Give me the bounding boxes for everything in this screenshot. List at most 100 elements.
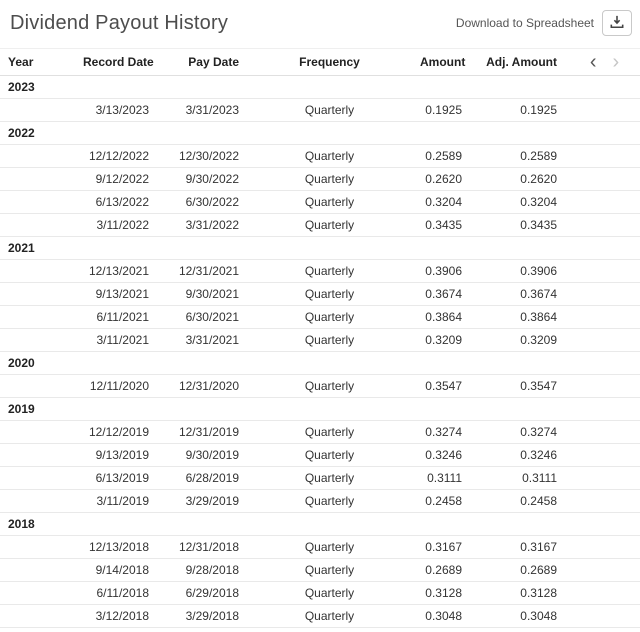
- frequency-cell: Quarterly: [247, 374, 412, 398]
- record-date-cell: 6/11/2021: [75, 305, 157, 329]
- pay-date-cell: 6/30/2021: [157, 305, 247, 329]
- year-label: 2019: [0, 397, 640, 421]
- year-spacer-cell: [0, 466, 75, 490]
- pay-date-cell: 12/30/2022: [157, 144, 247, 168]
- adj-amount-cell: 0.2620: [470, 167, 565, 191]
- column-header-record-date: Record Date: [75, 48, 157, 76]
- frequency-cell: Quarterly: [247, 144, 412, 168]
- download-tray-icon: [610, 15, 624, 32]
- table-row: 3/11/2022 3/31/2022 Quarterly 0.3435 0.3435: [0, 213, 640, 237]
- adj-amount-cell: 0.3274: [470, 420, 565, 444]
- pager-spacer-cell: [565, 535, 640, 559]
- adj-amount-cell: 0.1925: [470, 98, 565, 122]
- table-row: 3/13/2023 3/31/2023 Quarterly 0.1925 0.1925: [0, 98, 640, 122]
- frequency-cell: Quarterly: [247, 466, 412, 490]
- year-group-row: 2022: [0, 121, 640, 145]
- table-row: 6/11/2021 6/30/2021 Quarterly 0.3864 0.3864: [0, 305, 640, 329]
- adj-amount-cell: 0.3048: [470, 604, 565, 628]
- frequency-cell: Quarterly: [247, 420, 412, 444]
- record-date-cell: 6/13/2022: [75, 190, 157, 214]
- pager-spacer-cell: [565, 604, 640, 628]
- frequency-cell: Quarterly: [247, 581, 412, 605]
- amount-cell: 0.2589: [412, 144, 470, 168]
- table-header-row: Year Record Date Pay Date Frequency Amou…: [0, 48, 640, 76]
- year-spacer-cell: [0, 535, 75, 559]
- pay-date-cell: 12/31/2020: [157, 374, 247, 398]
- frequency-cell: Quarterly: [247, 443, 412, 467]
- pay-date-cell: 9/28/2018: [157, 558, 247, 582]
- download-control: Download to Spreadsheet: [456, 10, 632, 36]
- year-spacer-cell: [0, 558, 75, 582]
- pay-date-cell: 12/31/2018: [157, 535, 247, 559]
- adj-amount-cell: 0.3906: [470, 259, 565, 283]
- record-date-cell: 3/11/2019: [75, 489, 157, 513]
- pager-spacer-cell: [565, 190, 640, 214]
- pay-date-cell: 3/29/2018: [157, 604, 247, 628]
- record-date-cell: 3/11/2021: [75, 328, 157, 352]
- amount-cell: 0.3547: [412, 374, 470, 398]
- page-header: Dividend Payout History Download to Spre…: [0, 0, 640, 48]
- adj-amount-cell: 0.3204: [470, 190, 565, 214]
- pager-spacer-cell: [565, 167, 640, 191]
- frequency-cell: Quarterly: [247, 259, 412, 283]
- pager-spacer-cell: [565, 420, 640, 444]
- table-row: 12/11/2020 12/31/2020 Quarterly 0.3547 0.354…: [0, 374, 640, 398]
- year-group-row: 2020: [0, 351, 640, 375]
- amount-cell: 0.2620: [412, 167, 470, 191]
- record-date-cell: 12/12/2019: [75, 420, 157, 444]
- table-row: 9/12/2022 9/30/2022 Quarterly 0.2620 0.2620: [0, 167, 640, 191]
- pager-spacer-cell: [565, 305, 640, 329]
- frequency-cell: Quarterly: [247, 98, 412, 122]
- download-to-spreadsheet-button[interactable]: [602, 10, 632, 36]
- frequency-cell: Quarterly: [247, 489, 412, 513]
- adj-amount-cell: 0.3246: [470, 443, 565, 467]
- column-header-year: Year: [0, 48, 75, 76]
- record-date-cell: 12/12/2022: [75, 144, 157, 168]
- amount-cell: 0.3246: [412, 443, 470, 467]
- amount-cell: 0.3906: [412, 259, 470, 283]
- pager-spacer-cell: [565, 259, 640, 283]
- record-date-cell: 12/13/2021: [75, 259, 157, 283]
- year-label: 2022: [0, 121, 640, 145]
- table-row: 3/11/2021 3/31/2021 Quarterly 0.3209 0.3209: [0, 328, 640, 352]
- year-label: 2018: [0, 512, 640, 536]
- pager-spacer-cell: [565, 558, 640, 582]
- record-date-cell: 9/13/2019: [75, 443, 157, 467]
- pager-spacer-cell: [565, 282, 640, 306]
- year-group-row: 2019: [0, 397, 640, 421]
- pager-spacer-cell: [565, 489, 640, 513]
- amount-cell: 0.3167: [412, 535, 470, 559]
- chevron-left-icon[interactable]: ‹: [589, 51, 597, 73]
- pay-date-cell: 12/31/2019: [157, 420, 247, 444]
- dividend-history-table: Year Record Date Pay Date Frequency Amou…: [0, 48, 640, 628]
- adj-amount-cell: 0.2589: [470, 144, 565, 168]
- chevron-right-icon[interactable]: ›: [612, 51, 620, 73]
- table-row: 3/12/2018 3/29/2018 Quarterly 0.3048 0.3048: [0, 604, 640, 628]
- year-group-row: 2018: [0, 512, 640, 536]
- pay-date-cell: 9/30/2022: [157, 167, 247, 191]
- pay-date-cell: 6/30/2022: [157, 190, 247, 214]
- year-spacer-cell: [0, 443, 75, 467]
- adj-amount-cell: 0.3547: [470, 374, 565, 398]
- column-header-adj-amount: Adj. Amount: [470, 48, 565, 76]
- year-spacer-cell: [0, 374, 75, 398]
- table-row: 12/13/2018 12/31/2018 Quarterly 0.3167 0.316…: [0, 535, 640, 559]
- table-row: 12/12/2022 12/30/2022 Quarterly 0.2589 0.258…: [0, 144, 640, 168]
- year-label: 2021: [0, 236, 640, 260]
- record-date-cell: 12/11/2020: [75, 374, 157, 398]
- adj-amount-cell: 0.3111: [470, 466, 565, 490]
- year-spacer-cell: [0, 98, 75, 122]
- record-date-cell: 3/12/2018: [75, 604, 157, 628]
- table-row: 9/13/2019 9/30/2019 Quarterly 0.3246 0.3246: [0, 443, 640, 467]
- column-header-frequency: Frequency: [247, 48, 412, 76]
- amount-cell: 0.3209: [412, 328, 470, 352]
- frequency-cell: Quarterly: [247, 558, 412, 582]
- pay-date-cell: 3/31/2022: [157, 213, 247, 237]
- record-date-cell: 6/11/2018: [75, 581, 157, 605]
- frequency-cell: Quarterly: [247, 305, 412, 329]
- adj-amount-cell: 0.3128: [470, 581, 565, 605]
- table-row: 9/14/2018 9/28/2018 Quarterly 0.2689 0.2689: [0, 558, 640, 582]
- table-row: 6/13/2022 6/30/2022 Quarterly 0.3204 0.3204: [0, 190, 640, 214]
- column-header-pay-date: Pay Date: [157, 48, 247, 76]
- frequency-cell: Quarterly: [247, 604, 412, 628]
